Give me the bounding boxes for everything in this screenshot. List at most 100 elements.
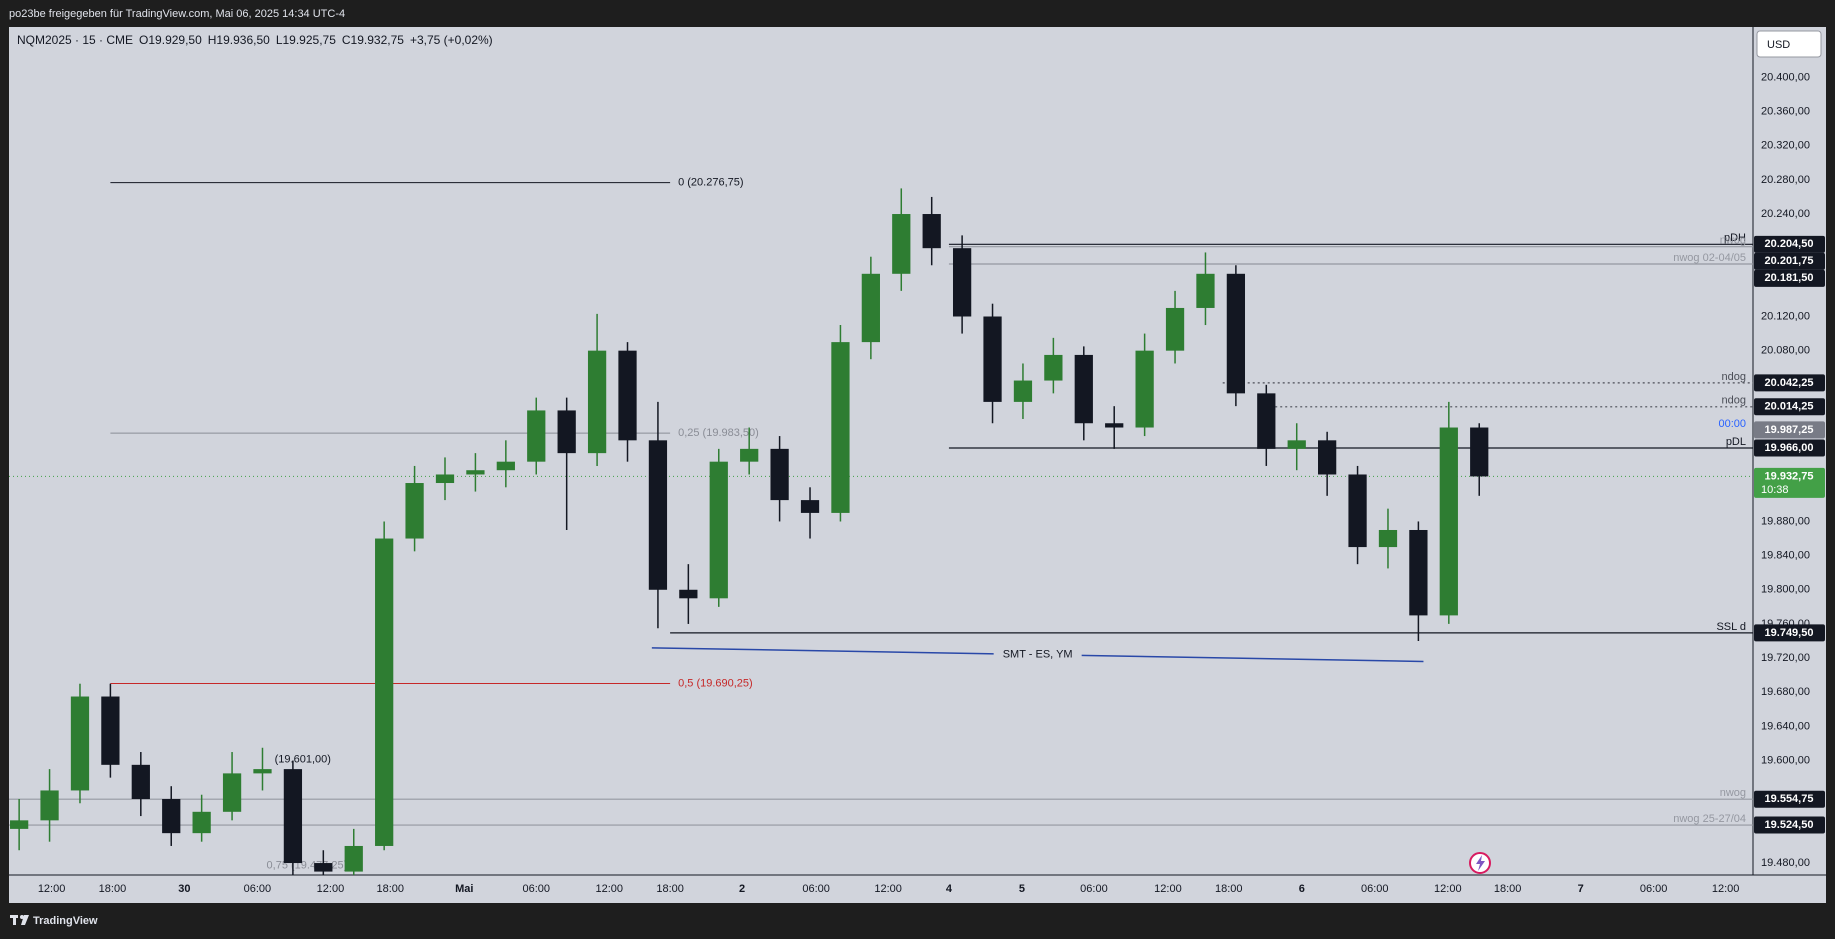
x-tick-label: 12:00 xyxy=(1434,883,1462,895)
candle-body xyxy=(1165,307,1185,351)
time-axis xyxy=(9,875,1826,903)
x-tick-label: 06:00 xyxy=(244,883,272,895)
level-name: pDL xyxy=(1726,436,1746,448)
level-name: 00:00 xyxy=(1718,418,1746,430)
x-tick-label: 12:00 xyxy=(1712,883,1740,895)
y-tick-label: 19.800,00 xyxy=(1761,584,1810,596)
price-tag xyxy=(1754,816,1825,834)
y-tick-label: 20.320,00 xyxy=(1761,140,1810,152)
x-tick-label: 06:00 xyxy=(802,883,830,895)
share-caption: po23be freigegeben für TradingView.com, … xyxy=(9,8,345,20)
price-tag-label: 19.749,50 xyxy=(1765,627,1814,639)
ohlc-high: H19.936,50 xyxy=(207,33,270,47)
level-name: ndog xyxy=(1722,395,1746,407)
candle-body xyxy=(405,483,424,539)
candle-body xyxy=(70,696,90,791)
y-tick-label: 19.640,00 xyxy=(1761,720,1810,732)
candle-body xyxy=(1226,273,1246,394)
price-tag xyxy=(1754,790,1825,808)
candle-body xyxy=(1105,423,1124,428)
candle-body xyxy=(800,500,820,513)
level-name: ndog xyxy=(1722,371,1746,383)
candle-body xyxy=(1348,474,1367,548)
candle-body xyxy=(1318,440,1337,475)
candle-body xyxy=(679,589,698,599)
x-tick-label: 18:00 xyxy=(376,883,404,895)
currency-label: USD xyxy=(1767,39,1790,51)
candle-body xyxy=(922,214,941,249)
candle-body xyxy=(1013,380,1033,402)
price-tag xyxy=(1754,269,1825,287)
x-tick-label: 12:00 xyxy=(317,883,345,895)
candle-body xyxy=(10,820,29,829)
x-tick-label: 5 xyxy=(1019,883,1025,895)
x-tick-label: 18:00 xyxy=(1494,883,1522,895)
price-tag xyxy=(1754,235,1825,253)
price-tag-label: 20.042,25 xyxy=(1765,377,1814,389)
y-tick-label: 19.600,00 xyxy=(1761,754,1810,766)
candle-body xyxy=(892,214,911,274)
x-tick-label: 30 xyxy=(178,883,190,895)
candle-body xyxy=(952,248,972,317)
x-tick-label: 7 xyxy=(1578,883,1584,895)
plot-layer: 0 (20.276,75) 0,25 (19.983,50) 0,5 (19.690… xyxy=(9,177,1753,875)
annotation: 0,75 (19.477,25) xyxy=(267,859,348,871)
y-tick-label: 19.680,00 xyxy=(1761,686,1810,698)
y-tick-label: 20.360,00 xyxy=(1761,105,1810,117)
candle-body xyxy=(344,845,363,872)
price-tag xyxy=(1754,252,1825,270)
price-tag-label: 19.554,75 xyxy=(1765,793,1814,805)
level-name: nwog 02-04/05 xyxy=(1673,252,1746,264)
x-tick-label: 18:00 xyxy=(99,883,127,895)
candle-body xyxy=(162,798,181,834)
candle-body xyxy=(831,342,850,513)
candle-body xyxy=(1378,529,1398,548)
candle-body xyxy=(1044,354,1063,381)
currency-button[interactable] xyxy=(1756,30,1822,58)
candle-body xyxy=(375,538,394,846)
candle-body xyxy=(1470,427,1489,477)
candle-body xyxy=(192,811,211,834)
candle-body xyxy=(770,448,789,501)
price-tag-label: 20.014,25 xyxy=(1765,401,1814,413)
trend-label: SMT - ES, YM xyxy=(1003,649,1073,661)
candle-body xyxy=(131,764,150,799)
symbol: NQM2025 · 15 · CME xyxy=(17,33,134,47)
price-tag-countdown: 10:38 xyxy=(1761,484,1789,496)
x-tick-label: 06:00 xyxy=(1080,883,1108,895)
candle-body xyxy=(557,410,576,454)
y-tick-label: 20.080,00 xyxy=(1761,345,1810,357)
x-tick-label: 6 xyxy=(1299,883,1305,895)
level-name: nwog xyxy=(1720,787,1746,799)
x-tick-label: 18:00 xyxy=(1215,883,1243,895)
candle-body xyxy=(587,350,607,454)
candle-body xyxy=(740,448,759,462)
x-tick-label: 06:00 xyxy=(1361,883,1389,895)
plot-area xyxy=(9,27,1753,875)
price-tag xyxy=(1754,374,1825,392)
candle-body xyxy=(1074,354,1093,424)
y-tick-label: 19.840,00 xyxy=(1761,550,1810,562)
price-tag xyxy=(1754,398,1825,416)
price-tag xyxy=(1754,439,1825,457)
candle-body xyxy=(496,461,515,471)
ohlc-change: +3,75 (+0,02%) xyxy=(409,33,493,47)
price-tag xyxy=(1754,421,1825,439)
fib-label: 0 (20.276,75) xyxy=(678,177,743,189)
ohlc-low: L19.925,75 xyxy=(275,33,336,47)
candle-body xyxy=(1287,440,1306,449)
alert-icon[interactable] xyxy=(1469,852,1491,874)
y-tick-label: 20.280,00 xyxy=(1761,174,1810,186)
candle-body xyxy=(222,773,242,812)
price-tag-label: 19.987,25 xyxy=(1765,424,1814,436)
x-tick-label: 12:00 xyxy=(595,883,623,895)
y-tick-label: 20.240,00 xyxy=(1761,208,1810,220)
candle-body xyxy=(1196,273,1215,308)
price-tag-label: 19.524,50 xyxy=(1765,819,1814,831)
annotation: (19.601,00) xyxy=(275,754,331,766)
y-tick-label: 19.720,00 xyxy=(1761,652,1810,664)
candle-body xyxy=(983,316,1002,402)
fib-label: 0,5 (19.690,25) xyxy=(678,677,753,689)
